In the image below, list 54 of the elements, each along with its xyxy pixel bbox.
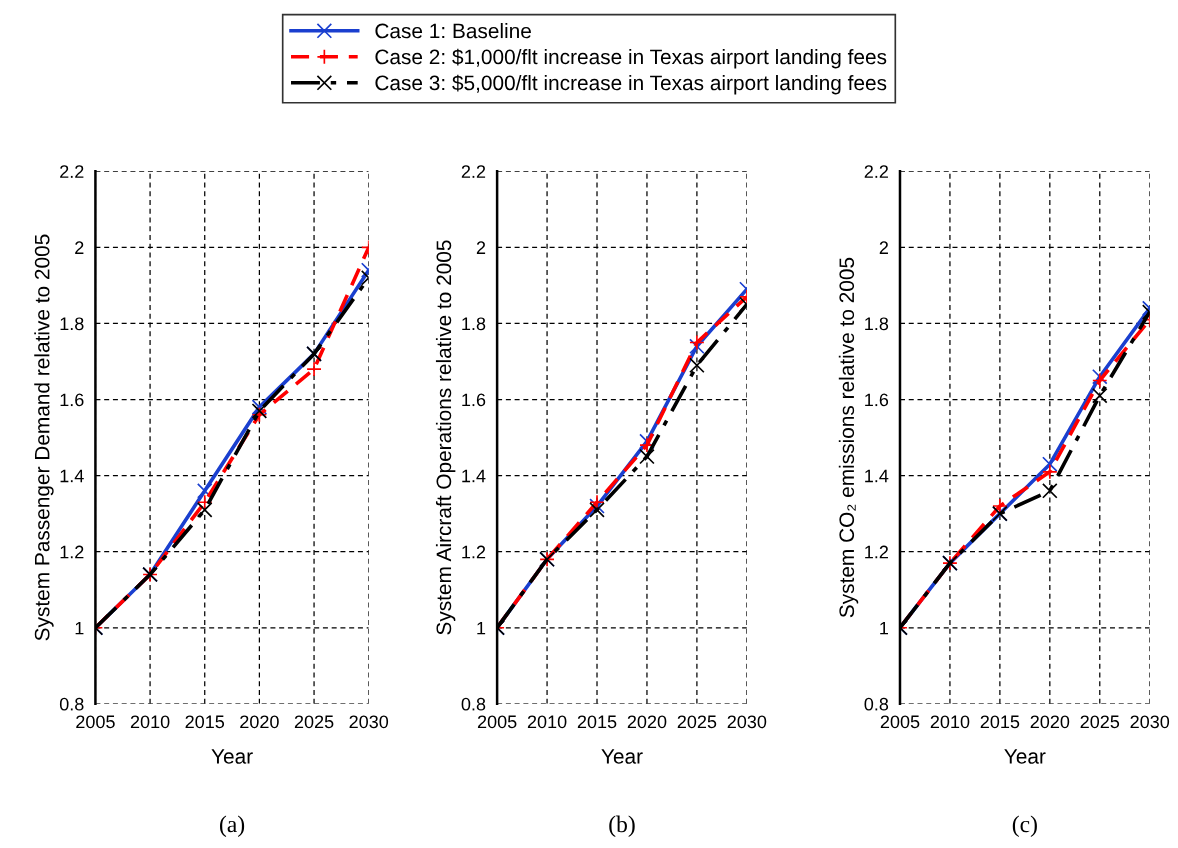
x-axis-title: Year (211, 749, 253, 764)
x-tick-label: 2015 (980, 715, 1020, 729)
x-axis-title: Year (1004, 749, 1046, 764)
y-tick-label: 1.8 (865, 317, 889, 331)
y-tick-label: 1.4 (60, 469, 84, 483)
x-tick-label: 2010 (930, 715, 970, 729)
y-tick-label: 2 (476, 241, 486, 254)
y-tick-label: 1.8 (60, 317, 84, 331)
y-tick-label: 1.8 (462, 317, 486, 331)
y-tick-label: 2.2 (461, 165, 486, 178)
x-tick-label: 2025 (294, 715, 334, 729)
x-tick-label: 2005 (76, 715, 115, 729)
x-tick-label: 2020 (240, 715, 279, 729)
text: (a) (220, 815, 245, 838)
x-tick-label: 2030 (727, 715, 767, 729)
x-tick-label: 2020 (1030, 715, 1070, 729)
x-tick-label: 2015 (185, 715, 225, 729)
x-tick-label: 2020 (627, 715, 667, 729)
x-tick-label: 2010 (527, 715, 567, 729)
y-tick-label: 2.2 (60, 165, 84, 178)
text: (c) (1012, 815, 1037, 838)
y-tick-label: 1.4 (865, 469, 889, 483)
y-tick-label: 1 (75, 621, 84, 635)
y-tick-label: 1.2 (462, 545, 486, 559)
x-tick-label: 2030 (349, 715, 389, 729)
x-tick-label: 2030 (1130, 715, 1170, 729)
y-tick-label: 0.8 (59, 697, 84, 711)
y-tick-label: 1.6 (865, 393, 889, 407)
y-tick-label: 1.2 (60, 545, 84, 559)
text: (b) (609, 815, 635, 838)
y-tick-label: 2 (879, 241, 888, 254)
y-tick-label: 2.2 (864, 165, 888, 178)
legend-label: Case 1: Baseline (375, 22, 531, 39)
y-axis-title: System CO₂ emissions relative to 2005 (838, 257, 859, 618)
y-tick-label: 1.6 (462, 393, 486, 407)
y-tick-label: 0.8 (864, 697, 889, 711)
x-axis-title: Year (601, 749, 643, 764)
y-tick-label: 1 (880, 621, 888, 635)
y-tick-label: 1.4 (462, 469, 486, 483)
y-tick-label: 0.8 (461, 697, 486, 711)
x-tick-label: 2010 (130, 715, 170, 729)
y-tick-label: 2 (75, 241, 84, 254)
x-tick-label: 2025 (1080, 715, 1120, 729)
y-tick-label: 1.6 (60, 393, 84, 407)
y-tick-label: 1 (477, 621, 486, 635)
x-tick-label: 2005 (880, 715, 920, 729)
legend-label: Case 3: $5,000/flt increase in Texas airport landing fees (375, 74, 887, 95)
legend-label: Case 2: $1,000/flt increase in Texas airport landing fees (375, 48, 887, 69)
y-axis-title: System Aircraft Operations relative to 2005 (435, 240, 456, 635)
y-tick-label: 1.2 (865, 545, 888, 559)
y-axis-title: System Passenger Demand relative to 2005 (34, 234, 54, 641)
x-tick-label: 2005 (477, 715, 517, 729)
x-tick-label: 2025 (677, 715, 717, 729)
x-tick-label: 2015 (577, 715, 617, 729)
